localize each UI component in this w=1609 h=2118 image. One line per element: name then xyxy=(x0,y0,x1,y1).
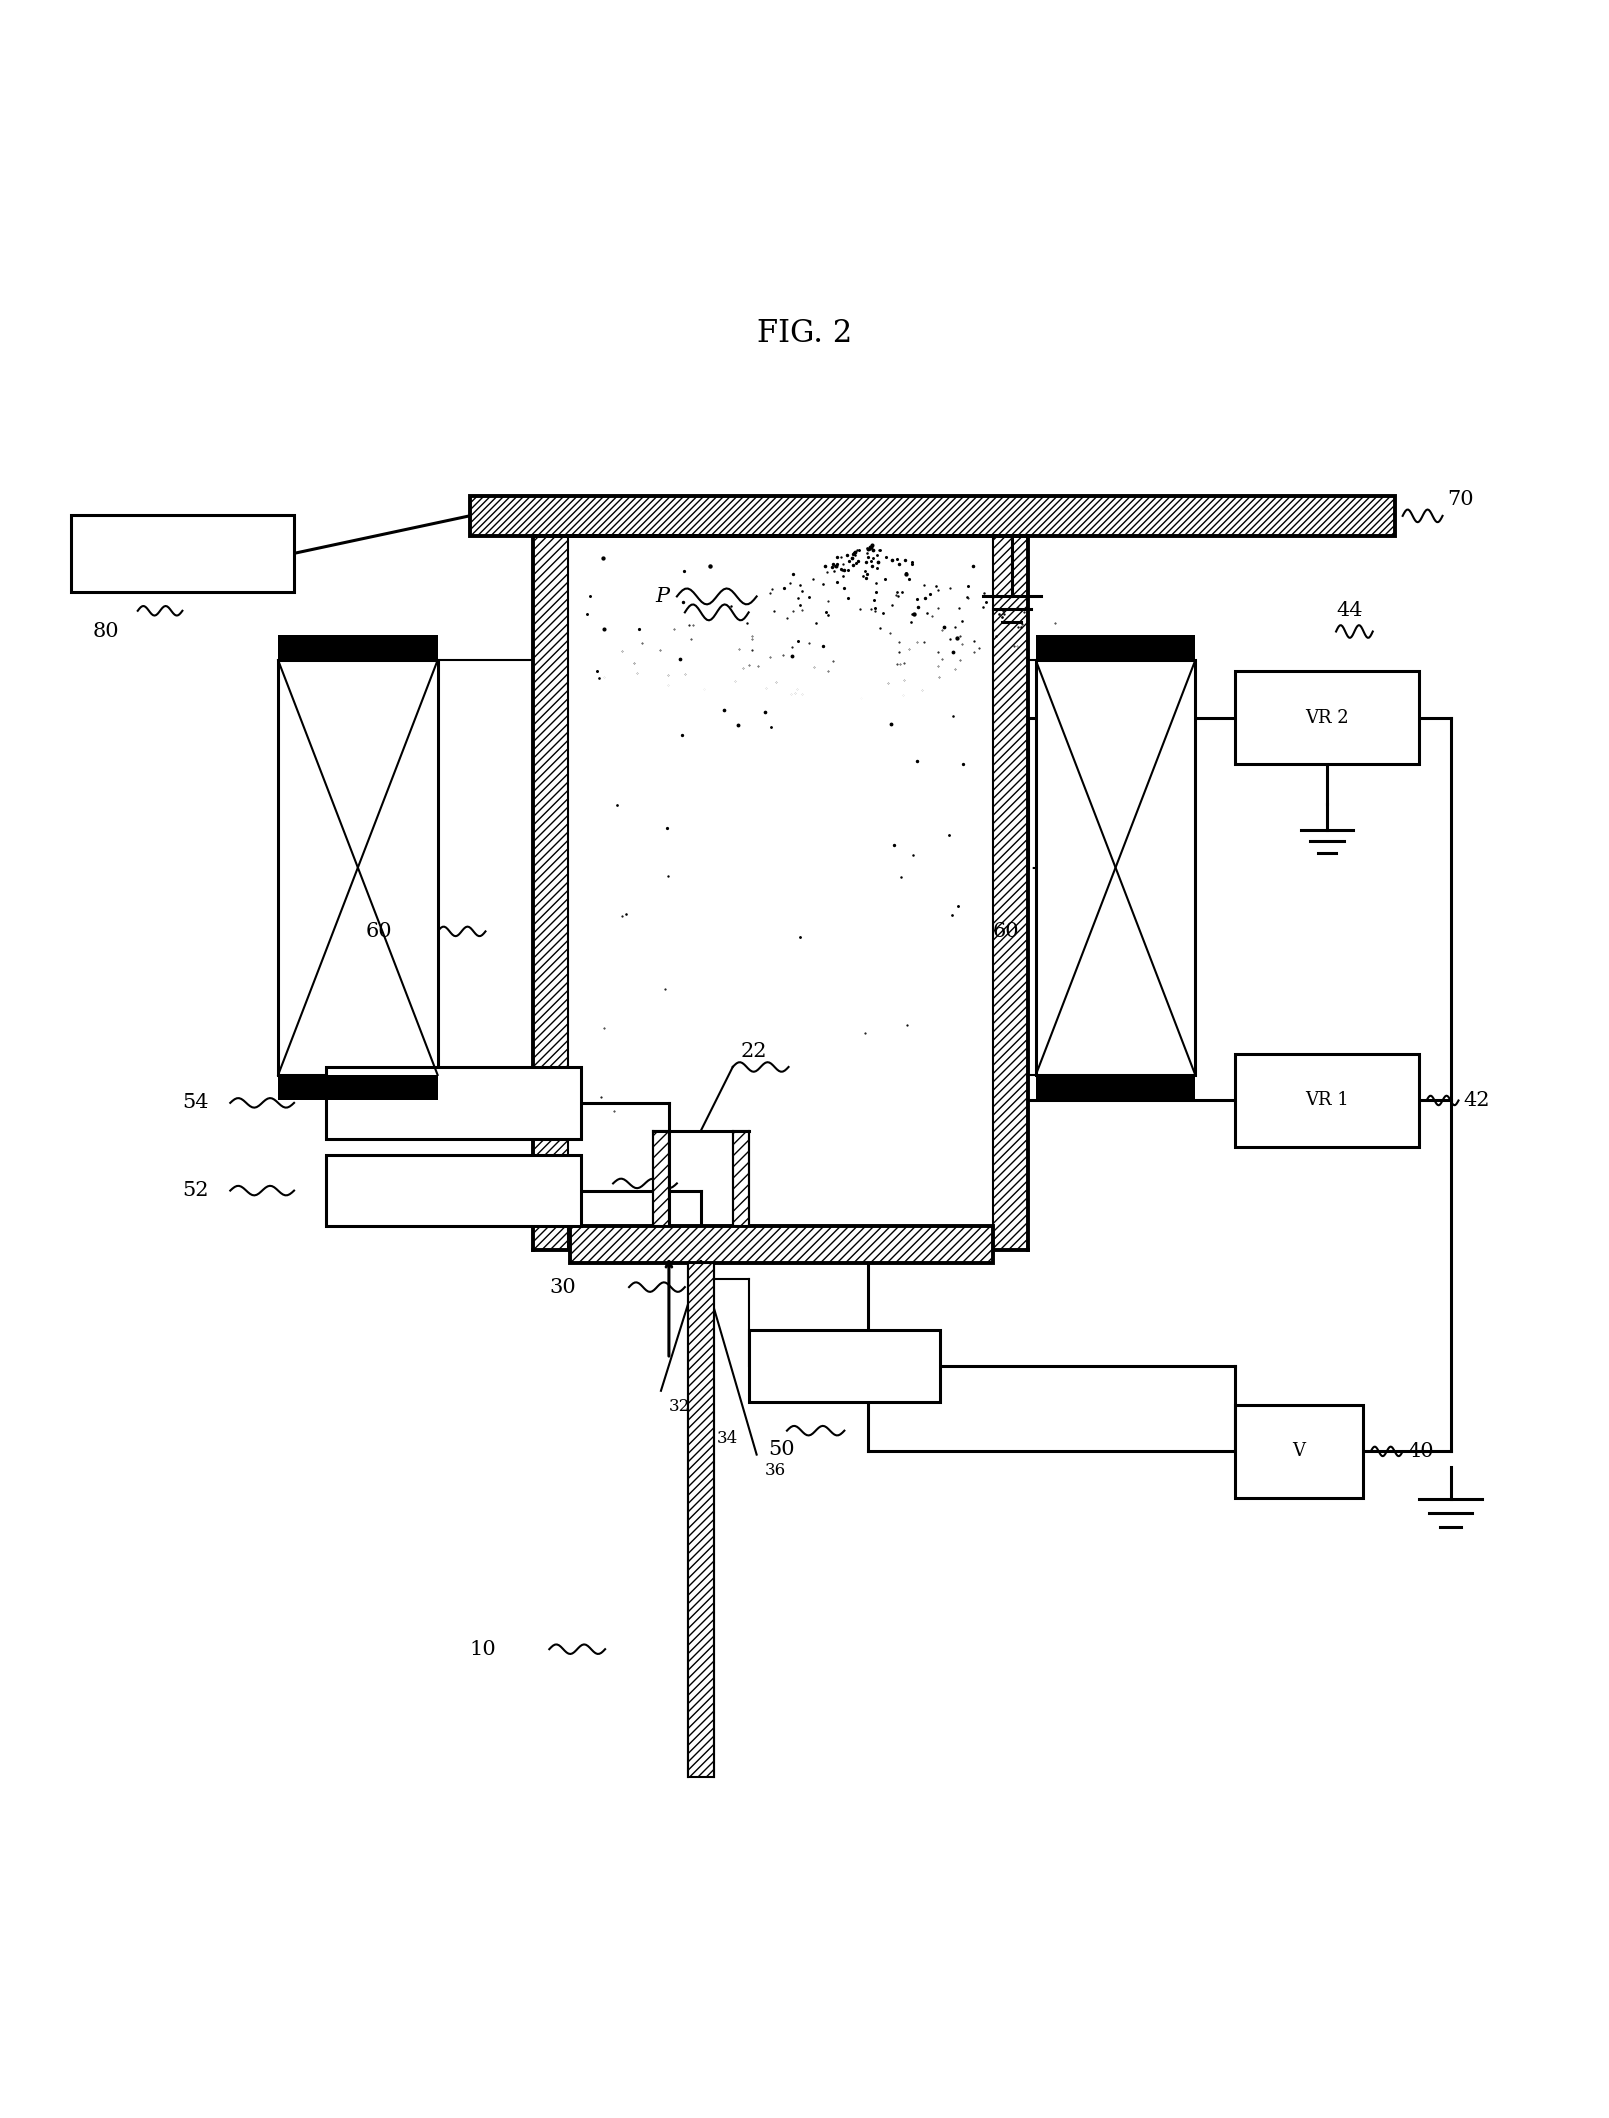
Bar xyxy=(993,536,1028,1250)
Bar xyxy=(1036,661,1195,1076)
Bar xyxy=(1036,635,1195,661)
Bar xyxy=(327,1067,581,1139)
Bar xyxy=(278,661,438,1076)
Text: 36: 36 xyxy=(764,1461,785,1478)
Bar xyxy=(748,1330,940,1402)
Text: 70: 70 xyxy=(1448,491,1474,510)
Bar xyxy=(71,515,294,591)
Bar xyxy=(278,1076,438,1099)
Text: 32: 32 xyxy=(669,1398,690,1415)
Bar xyxy=(1036,1076,1195,1099)
Text: 22: 22 xyxy=(740,1042,767,1061)
Text: 60: 60 xyxy=(365,921,393,940)
Text: 30: 30 xyxy=(549,1277,576,1296)
Text: 42: 42 xyxy=(1463,1091,1490,1110)
Text: 54: 54 xyxy=(182,1093,209,1112)
Text: 40: 40 xyxy=(1408,1442,1434,1461)
Bar xyxy=(470,496,1395,536)
Bar xyxy=(533,536,568,1250)
Text: 50: 50 xyxy=(767,1440,795,1459)
Bar xyxy=(732,1131,748,1226)
Text: V: V xyxy=(1292,1442,1305,1461)
Text: 20: 20 xyxy=(518,1173,544,1192)
Text: VR 2: VR 2 xyxy=(1305,710,1348,726)
Text: 80: 80 xyxy=(93,623,119,642)
Bar xyxy=(327,1154,581,1226)
Text: 10: 10 xyxy=(470,1639,496,1658)
Bar xyxy=(570,1226,993,1262)
Text: P: P xyxy=(655,587,669,606)
Bar xyxy=(689,1262,713,1777)
Bar xyxy=(1236,671,1419,765)
Text: 44: 44 xyxy=(1335,602,1363,621)
Text: 60: 60 xyxy=(993,921,1020,940)
Text: VR 1: VR 1 xyxy=(1305,1091,1348,1110)
Bar xyxy=(278,635,438,661)
Text: 52: 52 xyxy=(182,1182,209,1201)
Bar xyxy=(653,1131,669,1226)
Text: 34: 34 xyxy=(716,1430,739,1447)
Bar xyxy=(1236,1404,1363,1497)
Bar xyxy=(1236,1055,1419,1146)
Text: FIG. 2: FIG. 2 xyxy=(756,318,853,349)
